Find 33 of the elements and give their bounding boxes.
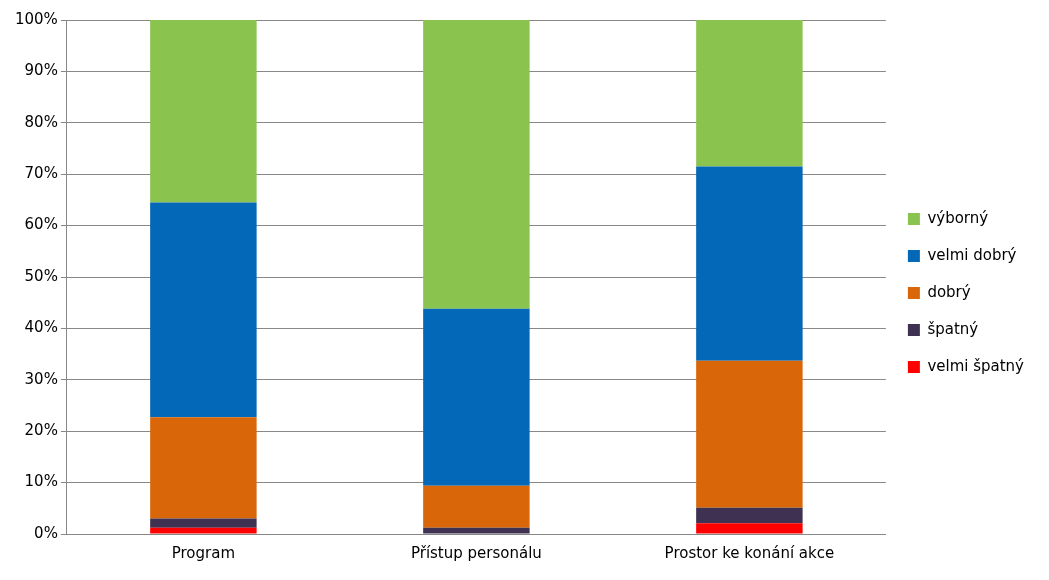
x-tick-label: Prostor ke konání akce bbox=[664, 543, 835, 562]
y-tick-label: 0% bbox=[34, 523, 58, 542]
y-tick-label: 40% bbox=[24, 318, 58, 337]
bar bbox=[696, 360, 803, 508]
bar bbox=[150, 202, 257, 418]
bar bbox=[150, 20, 257, 203]
bar bbox=[423, 308, 530, 486]
y-tick-label: 80% bbox=[24, 112, 58, 131]
bar bbox=[696, 523, 803, 534]
y-tick-label: 70% bbox=[24, 164, 58, 183]
y-tick-label: 30% bbox=[24, 369, 58, 388]
legend-label: velmi špatný bbox=[927, 356, 1025, 375]
bar bbox=[696, 507, 803, 524]
bar bbox=[423, 527, 530, 534]
y-tick-label: 90% bbox=[24, 61, 58, 80]
y-tick-label: 10% bbox=[24, 472, 58, 491]
bar bbox=[696, 166, 803, 361]
bar bbox=[150, 417, 257, 519]
bar bbox=[150, 527, 257, 534]
bar bbox=[423, 20, 530, 309]
bar bbox=[150, 518, 257, 528]
y-tick-label: 60% bbox=[24, 215, 58, 234]
legend-label: výborný bbox=[927, 208, 989, 227]
y-tick-label: 50% bbox=[24, 266, 58, 285]
bar bbox=[696, 20, 803, 167]
bar bbox=[423, 485, 530, 528]
legend-label: velmi dobrý bbox=[927, 245, 1017, 264]
x-tick-label: Program bbox=[171, 543, 236, 562]
x-tick-label: Přístup personálu bbox=[410, 543, 542, 562]
legend-label: špatný bbox=[927, 319, 979, 338]
y-tick-label: 100% bbox=[14, 9, 58, 28]
legend-label: dobrý bbox=[927, 282, 971, 301]
y-tick-label: 20% bbox=[24, 421, 58, 440]
